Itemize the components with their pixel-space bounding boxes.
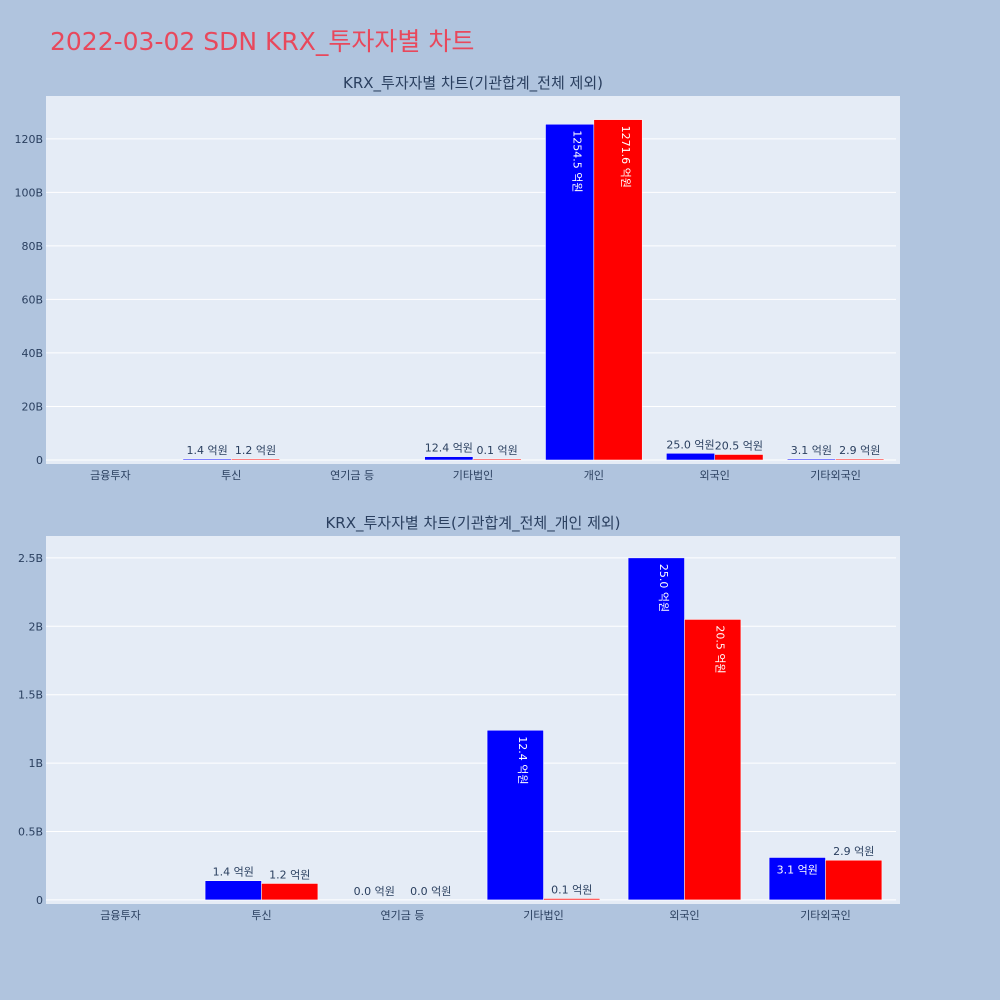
bar-value-label: 0.1 억원 xyxy=(551,884,592,897)
y-tick-label: 0.5B xyxy=(18,825,43,838)
y-tick-label: 0 xyxy=(36,894,43,907)
y-tick-label: 1B xyxy=(28,757,43,770)
y-tick-label: 100B xyxy=(14,186,43,199)
x-tick-label: 연기금 등 xyxy=(381,909,425,922)
chart-individual-excluded: KRX_투자자별 차트(기관합계_전체_개인 제외) 0 0.5B 1B 1.5B 2B 2… xyxy=(18,514,900,922)
x-tick-label: 금융투자 xyxy=(100,909,140,922)
bar-value-label: 1.2 억원 xyxy=(269,868,310,881)
x-tick-label: 금융투자 xyxy=(90,469,130,482)
bar xyxy=(204,880,262,901)
bar xyxy=(545,123,595,461)
y-tick-label: 20B xyxy=(21,400,43,413)
bar xyxy=(714,454,764,461)
bar-value-label: 0.0 억원 xyxy=(410,885,451,898)
y-tick-label: 40B xyxy=(21,347,43,360)
bar-value-label: 25.0 억원 xyxy=(657,564,670,612)
x-tick-label: 개인 xyxy=(584,469,604,482)
bar-value-label: 12.4 억원 xyxy=(516,736,529,784)
page-title: 2022-03-02 SDN KRX_투자자별 차트 xyxy=(50,27,475,56)
bar xyxy=(684,619,742,901)
bar-value-label: 12.4 억원 xyxy=(425,442,473,455)
bar-value-label: 1271.6 억원 xyxy=(619,126,632,188)
x-tick-label: 기타법인 xyxy=(523,909,563,922)
x-tick-label: 투신 xyxy=(251,909,271,922)
bar xyxy=(768,857,826,901)
y-tick-label: 1.5B xyxy=(18,689,43,702)
bar-value-label: 2.9 억원 xyxy=(839,444,880,457)
y-tick-label: 2B xyxy=(28,620,43,633)
x-tick-label: 연기금 등 xyxy=(330,469,374,482)
bar xyxy=(825,859,883,901)
bar-value-label: 1.4 억원 xyxy=(186,444,227,457)
bar-value-label: 2.9 억원 xyxy=(833,845,874,858)
bar-value-label: 1.2 억원 xyxy=(235,444,276,457)
bar xyxy=(486,730,544,901)
bar-value-label: 25.0 억원 xyxy=(666,438,714,451)
bar-value-label: 3.1 억원 xyxy=(791,444,832,457)
chart-title: KRX_투자자별 차트(기관합계_전체 제외) xyxy=(343,74,603,93)
bar-value-label: 0.0 억원 xyxy=(354,885,395,898)
bar-value-label: 1.4 억원 xyxy=(213,866,254,879)
bar xyxy=(666,453,715,461)
bar xyxy=(786,458,836,461)
plot-area xyxy=(46,96,900,464)
y-tick-label: 120B xyxy=(14,133,43,146)
x-tick-label: 외국인 xyxy=(700,469,730,482)
y-tick-label: 0 xyxy=(36,454,43,467)
bar xyxy=(424,456,474,461)
bar-value-label: 3.1 억원 xyxy=(777,863,818,876)
chart-institutional-excluded: KRX_투자자별 차트(기관합계_전체 제외) 0 20B 40B 60B 80B 100B… xyxy=(14,74,900,482)
bar xyxy=(543,898,601,901)
bar xyxy=(627,557,685,901)
y-tick-label: 2.5B xyxy=(18,552,43,565)
plot-area xyxy=(46,536,900,904)
x-tick-label: 투신 xyxy=(221,469,241,482)
x-tick-label: 외국인 xyxy=(669,909,699,922)
bar xyxy=(835,458,885,461)
bar-value-label: 1254.5 억원 xyxy=(571,130,584,192)
bar-value-label: 20.5 억원 xyxy=(715,439,763,452)
bar-value-label: 0.1 억원 xyxy=(477,444,518,457)
x-tick-label: 기타법인 xyxy=(453,469,493,482)
bar xyxy=(472,458,522,461)
bar-value-label: 20.5 억원 xyxy=(714,625,727,673)
bar xyxy=(231,458,280,461)
y-tick-label: 60B xyxy=(21,293,43,306)
x-tick-label: 기타외국인 xyxy=(800,909,851,922)
bar xyxy=(182,458,232,461)
chart-title: KRX_투자자별 차트(기관합계_전체_개인 제외) xyxy=(325,514,620,533)
x-tick-label: 기타외국인 xyxy=(810,469,861,482)
bar xyxy=(593,119,643,461)
y-tick-label: 80B xyxy=(21,240,43,253)
bar xyxy=(261,883,319,901)
